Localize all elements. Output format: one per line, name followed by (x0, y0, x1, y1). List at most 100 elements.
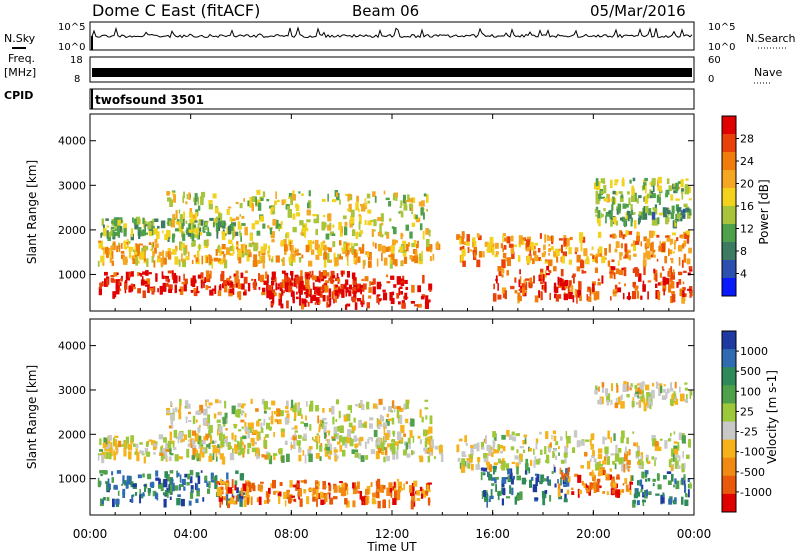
data-cell (130, 233, 134, 241)
data-cell (285, 406, 288, 410)
data-cell (355, 403, 359, 407)
data-cell (541, 490, 547, 499)
data-cell (613, 272, 616, 280)
data-cell (217, 213, 223, 222)
data-cell (528, 467, 531, 474)
data-cell (300, 270, 303, 279)
data-cell (465, 443, 468, 446)
data-cell (218, 244, 220, 253)
data-cell (370, 482, 373, 487)
data-cell (328, 259, 332, 263)
data-cell (311, 270, 314, 280)
data-cell (577, 289, 582, 294)
data-cell (171, 482, 175, 492)
data-cell (231, 432, 234, 440)
data-cell (245, 270, 248, 274)
data-cell (232, 500, 236, 505)
data-cell (622, 203, 627, 209)
data-cell (584, 451, 588, 457)
data-cell (362, 423, 367, 428)
data-cell (268, 499, 271, 502)
data-cell (123, 223, 127, 233)
data-cell (305, 279, 310, 285)
data-cell (641, 212, 644, 220)
data-cell (209, 289, 214, 296)
data-cell (407, 242, 411, 247)
data-cell (315, 405, 319, 412)
data-cell (673, 448, 679, 455)
data-cell (663, 288, 665, 296)
data-cell (237, 249, 242, 257)
data-cell (461, 231, 465, 239)
data-cell (359, 441, 362, 447)
data-cell (681, 435, 686, 444)
data-cell (234, 480, 238, 486)
data-cell (107, 443, 111, 448)
data-cell (294, 425, 298, 430)
data-cell (675, 182, 679, 191)
data-cell (624, 243, 628, 252)
data-cell (362, 260, 365, 269)
data-cell (655, 283, 658, 288)
data-cell (612, 476, 615, 481)
data-cell (406, 243, 409, 252)
data-cell (368, 295, 372, 299)
data-cell (305, 401, 308, 407)
data-cell (175, 436, 179, 440)
data-cell (266, 422, 271, 430)
data-cell (245, 482, 248, 486)
data-cell (599, 485, 602, 489)
data-cell (101, 232, 104, 236)
data-cell (554, 286, 559, 293)
data-cell (286, 232, 290, 239)
data-cell (240, 419, 245, 423)
data-cell (188, 420, 192, 423)
data-cell (111, 219, 116, 226)
data-cell (271, 400, 276, 406)
data-cell (685, 207, 690, 213)
data-cell (529, 459, 533, 466)
data-cell (683, 253, 687, 263)
data-cell (283, 244, 288, 252)
data-cell (356, 256, 361, 263)
data-cell (380, 213, 384, 222)
data-cell (399, 206, 402, 209)
data-cell (115, 285, 120, 295)
data-cell (631, 195, 636, 202)
colorbar-segment (722, 206, 736, 225)
data-cell (189, 476, 193, 484)
data-cell (199, 424, 201, 428)
data-cell (350, 215, 355, 224)
data-cell (233, 424, 237, 429)
data-cell (629, 489, 632, 495)
data-cell (247, 442, 252, 449)
data-cell (406, 453, 411, 458)
data-cell (417, 435, 421, 439)
data-cell (164, 490, 168, 496)
data-cell (263, 422, 266, 426)
data-cell (178, 259, 181, 267)
data-cell (632, 281, 636, 288)
data-cell (571, 487, 574, 491)
data-cell (681, 477, 684, 485)
data-cell (615, 490, 617, 498)
data-cell (640, 241, 643, 247)
data-cell (318, 280, 321, 283)
data-cell (271, 284, 274, 293)
data-cell (494, 255, 499, 258)
data-cell (576, 440, 581, 448)
data-cell (194, 433, 199, 442)
data-cell (633, 493, 639, 499)
data-cell (175, 228, 180, 232)
data-cell (470, 446, 474, 456)
data-cell (238, 429, 242, 432)
data-cell (226, 486, 229, 495)
data-cell (207, 414, 211, 424)
data-cell (338, 256, 343, 260)
data-cell (177, 439, 180, 444)
data-cell (539, 233, 542, 239)
data-cell (682, 290, 685, 298)
data-cell (359, 249, 365, 254)
data-cell (132, 217, 134, 223)
data-cell (251, 203, 254, 212)
